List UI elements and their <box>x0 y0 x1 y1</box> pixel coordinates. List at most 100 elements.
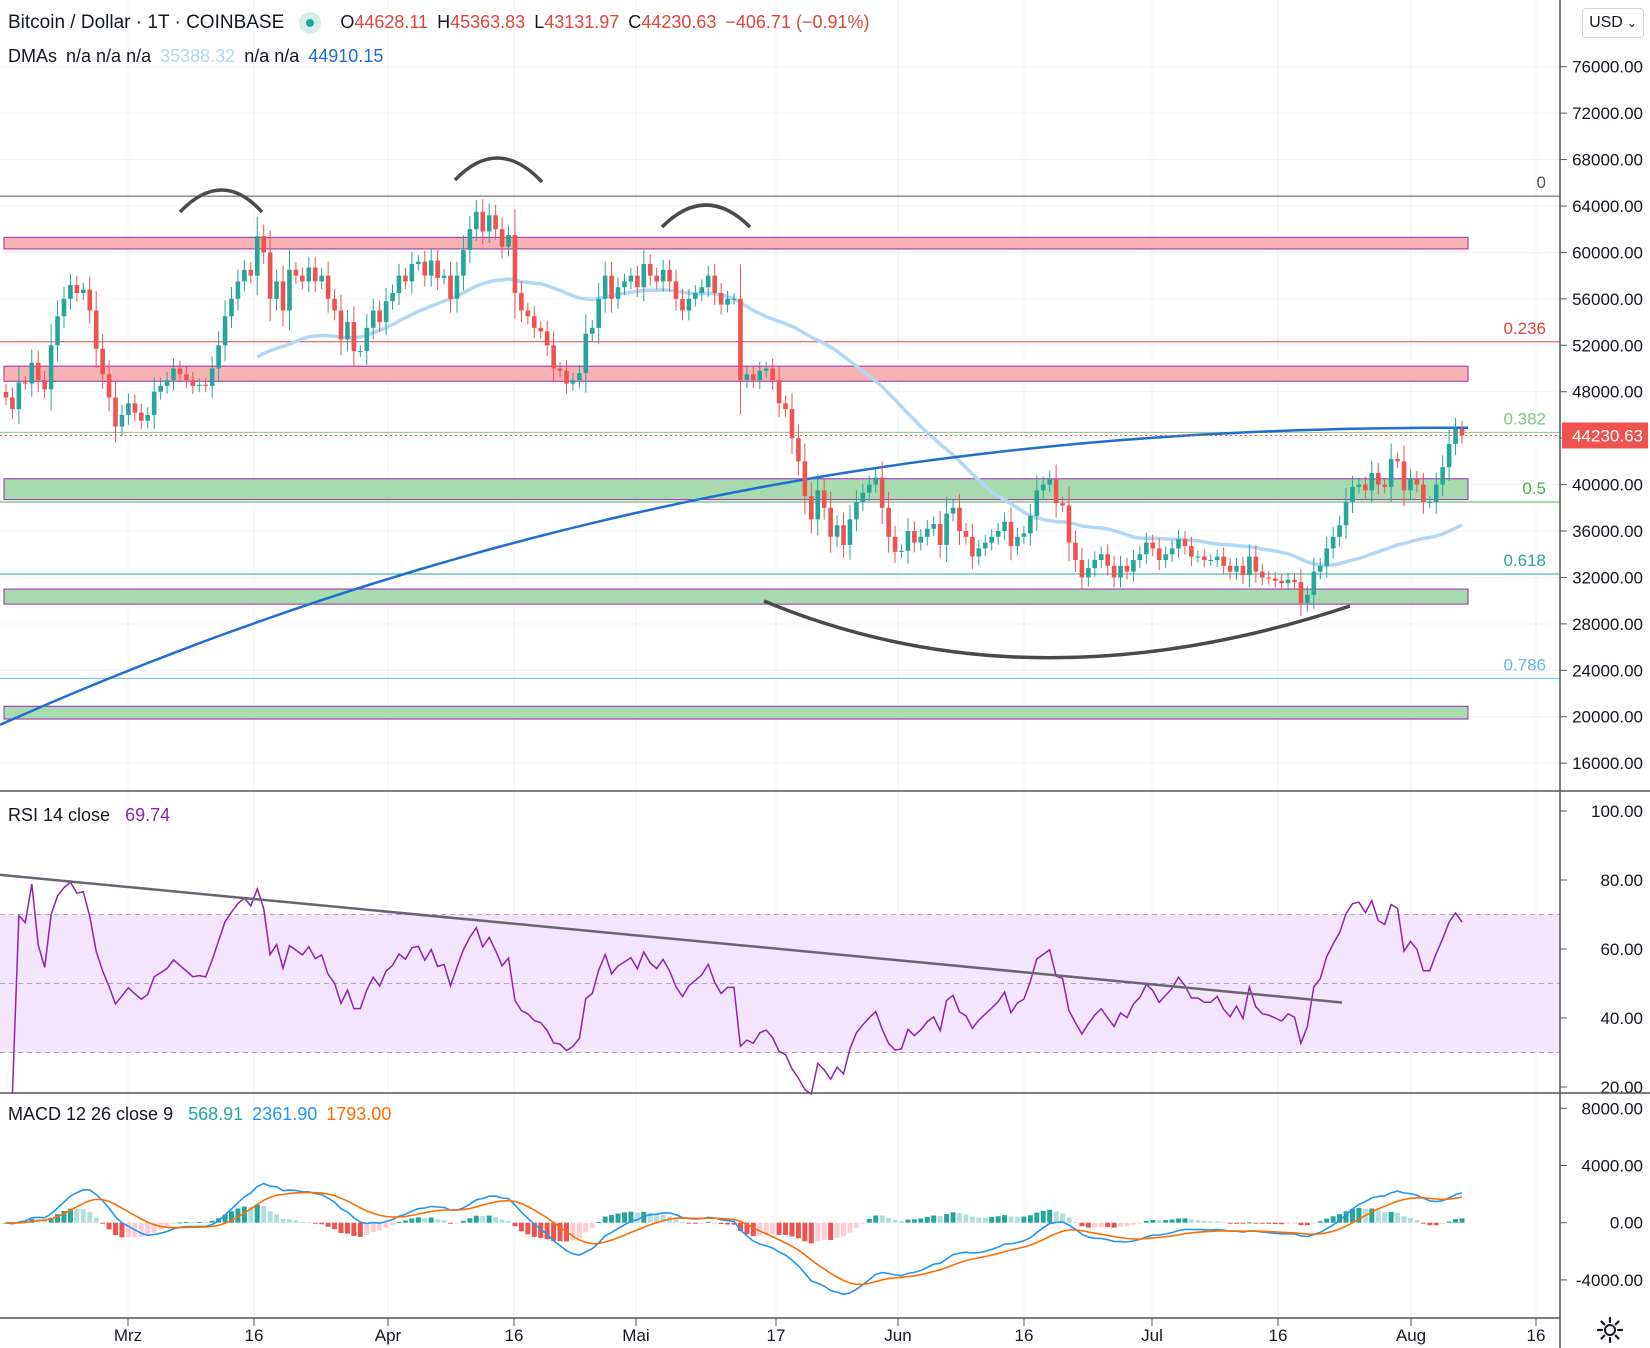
x-tick-label: 16 <box>1269 1326 1288 1345</box>
rsi-value: 69.74 <box>125 805 171 825</box>
rsi-trendline <box>0 873 1343 1004</box>
candle-body <box>254 236 260 276</box>
macd-histogram-bar <box>892 1219 898 1223</box>
y-tick-label: 64000.00 <box>1572 197 1643 216</box>
macd-histogram-bar <box>1407 1218 1413 1223</box>
candle-body <box>912 531 917 543</box>
candle-body <box>1324 548 1330 566</box>
candle-body <box>351 322 357 352</box>
candle-body <box>821 490 827 508</box>
macd-histogram-bar <box>1118 1222 1124 1227</box>
candle-body <box>1363 484 1368 491</box>
candle-body <box>1285 579 1291 584</box>
macd-histogram-bar <box>518 1222 524 1232</box>
zone-box <box>3 588 1469 605</box>
macd-histogram-bar <box>1401 1216 1407 1223</box>
candle-body <box>1015 536 1020 547</box>
macd-histogram-bar <box>789 1222 795 1237</box>
candle-body <box>1369 472 1375 491</box>
macd-histogram-bar <box>776 1222 782 1235</box>
macd-histogram-bar <box>1259 1222 1265 1224</box>
candle-body <box>564 370 569 384</box>
close-label: C <box>628 12 642 32</box>
macd-histogram-bar <box>177 1222 183 1224</box>
macd-histogram-bar <box>1182 1218 1188 1223</box>
candle-body <box>1189 546 1194 557</box>
macd-label: MACD 12 26 close 9 <box>8 1104 174 1124</box>
macd-histogram-bar <box>609 1215 615 1223</box>
candle-body <box>641 264 647 288</box>
macd-histogram-bar <box>235 1208 241 1223</box>
candle-body <box>151 391 157 415</box>
macd-histogram-bar <box>1105 1222 1111 1227</box>
macd-histogram-bar <box>860 1222 866 1224</box>
currency-selector[interactable]: USD ⌄ <box>1582 8 1644 38</box>
candle-body <box>486 215 492 232</box>
candle-body <box>718 293 724 305</box>
macd-histogram-bar <box>615 1213 621 1223</box>
macd-histogram-bar <box>480 1216 486 1223</box>
candle-body <box>1073 542 1078 561</box>
candle-body <box>725 298 730 305</box>
candle-body <box>512 235 518 294</box>
macd-histogram-bar <box>725 1222 731 1225</box>
chevron-down-icon: ⌄ <box>1626 16 1637 30</box>
candle-body <box>815 490 821 520</box>
candle-body <box>61 298 67 317</box>
candle-body <box>751 374 756 381</box>
macd-histogram-bar <box>1221 1222 1227 1224</box>
rsi-legend: RSI 14 close 69.74 <box>8 805 174 826</box>
y-tick-label: 52000.00 <box>1572 336 1643 355</box>
time-axis[interactable]: Mrz 16 Apr 16 Mai 17 Jun 16 Jul 16 Aug 16 <box>114 1318 1546 1345</box>
candle-body <box>615 287 621 299</box>
macd-histogram-bar <box>737 1222 743 1232</box>
candle-body <box>1337 525 1342 537</box>
candle-body <box>944 513 949 545</box>
candle-body <box>809 496 814 520</box>
candle-body <box>87 289 93 311</box>
zone-box <box>3 236 1469 250</box>
candle-body <box>847 519 853 545</box>
candle-body <box>963 531 969 537</box>
candle-body <box>1021 533 1027 537</box>
candle-body <box>1305 594 1310 603</box>
candle-body <box>106 374 112 398</box>
macd-histogram-bar <box>596 1222 602 1224</box>
macd-histogram-bar <box>228 1211 234 1223</box>
candle-body <box>364 327 370 352</box>
candle-body <box>841 525 846 545</box>
zone-box <box>3 365 1469 382</box>
high-value: 45363.83 <box>450 12 526 32</box>
candle-body <box>1453 428 1458 444</box>
macd-histogram-bar <box>274 1214 280 1223</box>
macd-histogram-bar <box>634 1212 640 1223</box>
candle-body <box>796 438 801 462</box>
macd-histogram-bar <box>48 1217 54 1223</box>
candle-body <box>1298 582 1304 603</box>
macd-histogram-bar <box>390 1222 396 1226</box>
macd-histogram-bar <box>989 1217 995 1223</box>
candle-body <box>138 412 144 421</box>
macd-histogram-bar <box>377 1222 383 1231</box>
candle-body <box>1382 484 1387 487</box>
y-tick-label: 4000.00 <box>1582 1157 1643 1176</box>
dma-values: n/a n/a n/a <box>66 46 152 66</box>
candle-body <box>551 345 556 369</box>
candle-body <box>854 501 859 520</box>
candle-body <box>81 289 86 294</box>
candle-body <box>609 275 614 299</box>
macd-histogram-bar <box>699 1222 705 1224</box>
macd-histogram-bar <box>802 1222 808 1242</box>
gear-icon[interactable] <box>1596 1316 1624 1344</box>
dma-label: DMAs <box>8 46 57 66</box>
macd-histogram-bar <box>93 1217 99 1223</box>
macd-histogram-bar <box>396 1221 402 1223</box>
macd-histogram-bar <box>1279 1222 1285 1225</box>
candle-body <box>325 275 331 299</box>
candle-body <box>370 310 376 328</box>
sma-light-line <box>256 277 1463 568</box>
macd-histogram-bar <box>899 1220 905 1223</box>
macd-histogram-bar <box>911 1219 917 1223</box>
macd-histogram-bar <box>467 1218 473 1223</box>
